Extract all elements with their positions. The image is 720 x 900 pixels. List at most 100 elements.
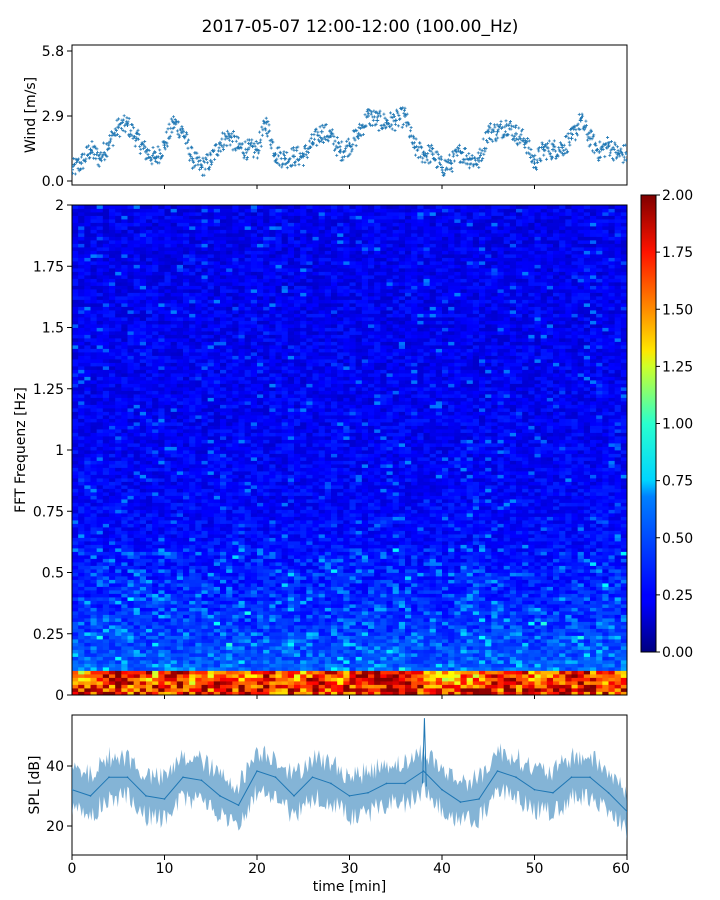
spectrogram-cell <box>238 635 246 640</box>
spectrogram-cell <box>238 219 246 223</box>
spectrogram-cell <box>90 411 98 416</box>
spectrogram-cell <box>121 317 128 321</box>
spectrogram-cell <box>72 572 79 577</box>
spectrogram-cell <box>220 299 227 304</box>
spectrogram-cell <box>238 649 246 654</box>
spectrogram-cell <box>72 278 79 283</box>
spectrogram-cell <box>84 254 91 258</box>
spectrogram-cell <box>220 429 227 433</box>
spectrogram-cell <box>78 436 85 440</box>
spectrogram-cell <box>127 481 135 486</box>
spectrogram-cell <box>78 250 85 255</box>
spectrogram-cell <box>170 621 178 626</box>
spectrogram-cell <box>121 523 128 528</box>
spectrogram-cell <box>189 394 196 398</box>
spectrogram-cell <box>158 674 165 678</box>
spectrogram-cell <box>183 439 190 444</box>
wind-sample <box>364 124 368 128</box>
spectrogram-cell <box>72 677 79 682</box>
spectrogram-cell <box>78 205 85 209</box>
spectrogram-cell <box>109 555 116 559</box>
spectrogram-cell <box>102 509 110 514</box>
spectrogram-cell <box>176 229 184 234</box>
spectrogram-cell <box>152 625 159 629</box>
spectrogram-cell <box>195 257 202 262</box>
spectrogram-cell <box>164 670 172 675</box>
spectrogram-cell <box>72 583 79 587</box>
spectrogram-cell <box>139 233 147 237</box>
spectrogram-cell <box>121 369 128 374</box>
wind-sample <box>406 121 410 125</box>
spectrogram-cell <box>213 324 221 328</box>
spectrogram-cell <box>213 590 221 594</box>
spectrogram-cell <box>152 233 159 237</box>
spectrogram-cell <box>176 478 184 482</box>
spectrogram-cell <box>90 439 98 444</box>
spectrogram-cell <box>90 656 98 661</box>
wind-sample <box>365 115 369 119</box>
spectrogram-cell <box>201 278 209 283</box>
spectrogram-cell <box>158 394 165 398</box>
wind-sample <box>473 156 477 160</box>
spectrogram-cell <box>72 408 79 412</box>
wind-sample <box>558 141 562 145</box>
spectrogram-cell <box>78 369 85 374</box>
spectrogram-cell <box>207 572 215 577</box>
spectrogram-cell <box>90 684 98 689</box>
spectrogram-cell <box>152 324 159 328</box>
spectrogram-cell <box>176 313 184 318</box>
wind-sample <box>170 119 174 123</box>
spectrogram-cell <box>220 516 227 521</box>
spectrogram-cell <box>189 317 196 321</box>
wind-sample <box>179 131 183 135</box>
spectrogram-cell <box>213 397 221 402</box>
spectrogram-cell <box>139 632 147 636</box>
spectrogram-cell <box>238 292 246 297</box>
spectrogram-cell <box>220 306 227 311</box>
spectrogram-cell <box>176 516 184 521</box>
wind-sample <box>592 133 596 137</box>
spectrogram-cell <box>152 327 159 332</box>
wind-sample <box>370 123 374 127</box>
spectrogram-cell <box>90 558 98 563</box>
spectrogram-cell <box>213 670 221 675</box>
wind-sample <box>329 129 333 133</box>
spectrogram-cell <box>121 380 128 384</box>
spectrogram-cell <box>72 530 79 535</box>
spectrogram-cell <box>78 663 85 668</box>
spectrogram-cell <box>115 579 122 584</box>
wind-sample <box>102 150 106 154</box>
spectrogram-cell <box>152 681 159 685</box>
spectrogram-cell <box>109 460 116 465</box>
spectrogram-cell <box>201 264 209 269</box>
spectrogram-cell <box>164 471 172 475</box>
wind-point <box>532 161 537 166</box>
spectrogram-cell <box>84 425 91 430</box>
spectrogram-cell <box>164 513 172 517</box>
spectrogram-cell <box>170 544 178 549</box>
spectrogram-cell <box>220 387 227 391</box>
spectrogram-cell <box>133 275 141 279</box>
spectrogram-cell <box>78 618 85 622</box>
spectrogram-cell <box>170 254 178 258</box>
spectrogram-cell <box>84 516 91 521</box>
wind-sample <box>91 150 95 154</box>
spectrogram-cell <box>226 513 233 517</box>
spectrogram-cell <box>158 586 165 591</box>
wind-sample <box>330 128 334 132</box>
spectrogram-cell <box>207 226 215 230</box>
wind-sample <box>197 159 201 163</box>
spectrogram-cell <box>170 310 178 314</box>
spectrogram-cell <box>195 320 202 325</box>
wind-sample <box>263 126 267 130</box>
spectrogram-cell <box>78 670 85 675</box>
spectrogram-cell <box>164 408 172 412</box>
spectrogram-cell <box>176 348 184 353</box>
spectrogram-cell <box>90 418 98 423</box>
wind-sample <box>239 146 243 150</box>
spectrogram-cell <box>195 411 202 416</box>
spectrogram-cell <box>183 271 190 276</box>
wind-sample <box>476 157 480 161</box>
spectrogram-cell <box>102 628 110 633</box>
spectrogram-cell <box>72 621 79 626</box>
